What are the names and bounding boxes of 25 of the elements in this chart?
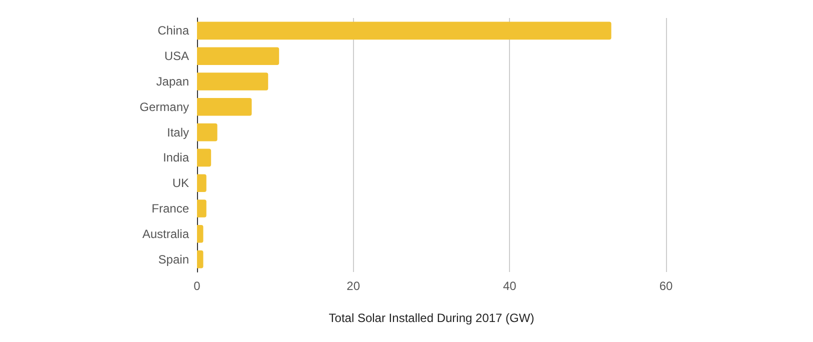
bar bbox=[197, 72, 268, 90]
y-tick-label: USA bbox=[164, 49, 189, 64]
bar bbox=[197, 250, 204, 268]
y-tick-label: UK bbox=[172, 176, 189, 190]
y-tick-label: Spain bbox=[158, 252, 189, 266]
x-axis-title: Total Solar Installed During 2017 (GW) bbox=[328, 311, 534, 325]
y-tick-label: Italy bbox=[166, 125, 189, 140]
bar bbox=[197, 98, 252, 116]
y-tick-label: Japan bbox=[156, 74, 189, 88]
bar bbox=[197, 47, 280, 65]
bar bbox=[197, 200, 206, 218]
bar bbox=[197, 174, 206, 192]
y-tick-label: France bbox=[152, 202, 190, 216]
bar bbox=[197, 225, 204, 243]
y-tick-label: China bbox=[158, 24, 190, 38]
bar bbox=[197, 123, 218, 142]
bar bbox=[197, 148, 212, 167]
x-tick-label: 0 bbox=[194, 279, 201, 293]
x-tick-label: 60 bbox=[659, 279, 673, 293]
y-tick-label: Australia bbox=[142, 226, 190, 241]
y-tick-label: Germany bbox=[140, 100, 189, 114]
y-tick-label: India bbox=[162, 150, 190, 165]
x-tick-label: 40 bbox=[502, 279, 517, 293]
bar bbox=[197, 22, 612, 40]
x-tick-label: 20 bbox=[346, 279, 360, 293]
